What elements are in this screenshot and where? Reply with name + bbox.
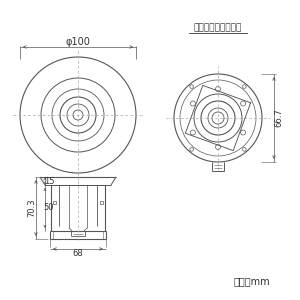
Text: 66.7: 66.7 [274,109,284,128]
Text: 50: 50 [44,203,54,212]
Text: 70.3: 70.3 [28,199,37,217]
Text: 単位：mm: 単位：mm [233,276,270,286]
Text: 15: 15 [44,176,54,185]
Text: 68: 68 [73,248,83,257]
Text: カバーを外した状態: カバーを外した状態 [194,23,242,32]
Text: φ100: φ100 [66,37,90,47]
